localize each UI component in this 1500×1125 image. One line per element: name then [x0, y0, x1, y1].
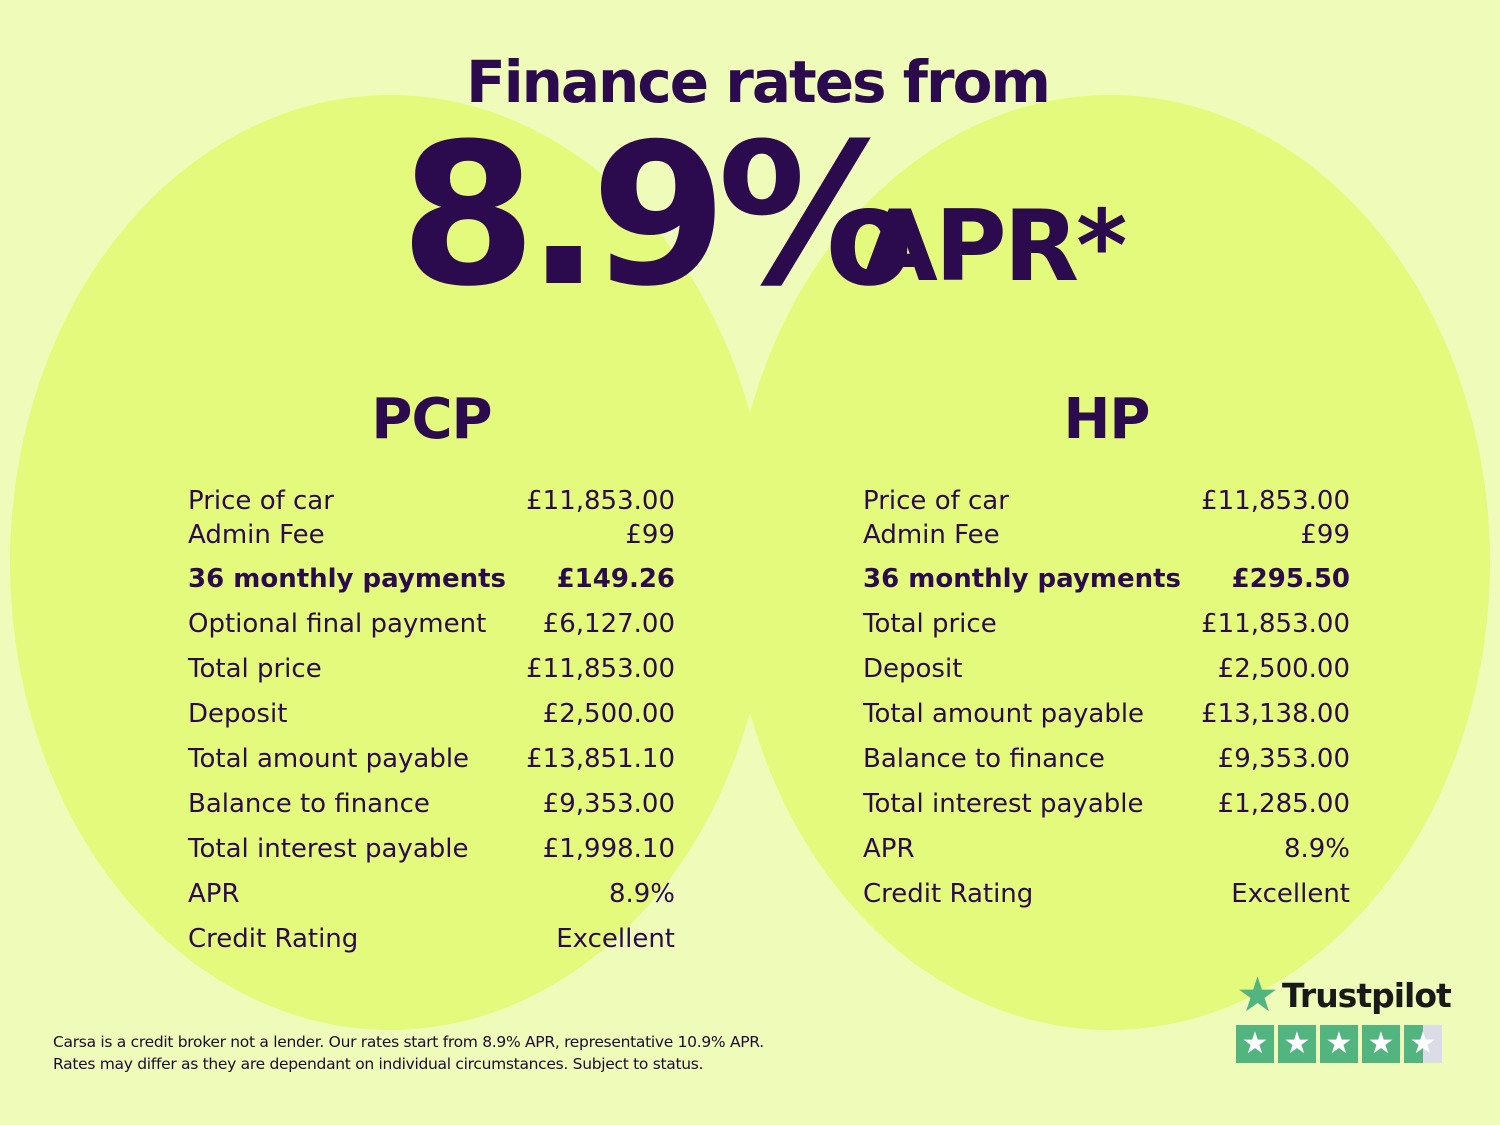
trustpilot-logo: ★ Trustpilot — [1236, 967, 1452, 1023]
hp-heading: HP — [1063, 387, 1151, 452]
row-label: Optional final payment — [188, 609, 487, 639]
row-label: 36 monthly payments — [863, 564, 1181, 594]
row-label: Balance to finance — [188, 789, 430, 819]
table-row: Credit Rating Excellent — [863, 872, 1350, 917]
row-label: Admin Fee — [863, 520, 1000, 550]
row-label: Deposit — [863, 654, 963, 684]
row-value: £6,127.00 — [542, 609, 675, 639]
row-value: £1,285.00 — [1217, 789, 1350, 819]
table-row: Price of car £11,853.00 — [863, 484, 1350, 518]
headline-apr: APR* — [862, 190, 1127, 304]
row-label: Total amount payable — [863, 699, 1145, 729]
background-circle-left — [10, 95, 770, 1030]
table-row: Total interest payable £1,285.00 — [863, 782, 1350, 827]
table-row: 36 monthly payments £295.50 — [863, 557, 1350, 602]
background-circle-right — [730, 95, 1490, 1030]
row-label: APR — [863, 834, 915, 864]
table-row: Total price £11,853.00 — [188, 647, 675, 692]
trustpilot-brand: Trustpilot — [1282, 975, 1452, 1015]
table-row: Credit Rating Excellent — [188, 917, 675, 962]
row-value: £11,853.00 — [1201, 486, 1350, 516]
trustpilot-badge: ★ Trustpilot ★ ★ ★ ★ ★ — [1236, 967, 1452, 1063]
row-value: £99 — [1300, 520, 1350, 550]
pcp-heading: PCP — [371, 387, 492, 452]
row-value: £13,851.10 — [526, 744, 675, 774]
star-icon: ★ — [1236, 1025, 1274, 1063]
table-row: Balance to finance £9,353.00 — [188, 782, 675, 827]
table-row: Balance to finance £9,353.00 — [863, 737, 1350, 782]
star-icon: ★ — [1278, 1025, 1316, 1063]
table-row: Total interest payable £1,998.10 — [188, 827, 675, 872]
row-label: Total interest payable — [863, 789, 1144, 819]
table-row: 36 monthly payments £149.26 — [188, 557, 675, 602]
star-icon: ★ — [1320, 1025, 1358, 1063]
row-value: Excellent — [1231, 879, 1350, 909]
row-label: 36 monthly payments — [188, 564, 506, 594]
table-row: Price of car £11,853.00 — [188, 484, 675, 518]
row-value: £11,853.00 — [526, 654, 675, 684]
row-label: Credit Rating — [863, 879, 1034, 909]
headline-title: Finance rates from — [466, 48, 1051, 116]
row-value: 8.9% — [608, 879, 675, 909]
half-star-icon: ★ — [1404, 1025, 1442, 1063]
row-label: APR — [188, 879, 240, 909]
table-row: Deposit £2,500.00 — [188, 692, 675, 737]
table-row: Total amount payable £13,138.00 — [863, 692, 1350, 737]
table-row: APR 8.9% — [188, 872, 675, 917]
row-value: £11,853.00 — [526, 486, 675, 516]
row-label: Credit Rating — [188, 924, 359, 954]
table-row: Total price £11,853.00 — [863, 602, 1350, 647]
row-value: £11,853.00 — [1201, 609, 1350, 639]
row-label: Total interest payable — [188, 834, 469, 864]
row-value: £9,353.00 — [542, 789, 675, 819]
row-value: £99 — [625, 520, 675, 550]
headline-rate: 8.9% — [400, 102, 914, 330]
row-label: Price of car — [863, 486, 1009, 516]
row-label: Total amount payable — [188, 744, 470, 774]
star-icon: ★ — [1362, 1025, 1400, 1063]
disclaimer: Carsa is a credit broker not a lender. O… — [53, 1031, 764, 1075]
table-row: Total amount payable £13,851.10 — [188, 737, 675, 782]
row-value: £2,500.00 — [542, 699, 675, 729]
row-value: Excellent — [556, 924, 675, 954]
pcp-table: PCP Price of car £11,853.00 Admin Fee £99 36… — [188, 388, 675, 962]
row-value: £295.50 — [1231, 564, 1350, 594]
table-row: Optional final payment £6,127.00 — [188, 602, 675, 647]
row-value: £13,138.00 — [1201, 699, 1350, 729]
table-row: APR 8.9% — [863, 827, 1350, 872]
trustpilot-star-icon: ★ — [1236, 967, 1279, 1023]
disclaimer-line-2: Rates may differ as they are dependant o… — [53, 1055, 704, 1073]
row-label: Deposit — [188, 699, 288, 729]
row-label: Total price — [188, 654, 322, 684]
row-label: Balance to finance — [863, 744, 1105, 774]
row-value: £149.26 — [556, 564, 675, 594]
table-row: Admin Fee £99 — [188, 518, 675, 552]
hp-table: HP Price of car £11,853.00 Admin Fee £99 36 … — [863, 388, 1350, 917]
table-row: Deposit £2,500.00 — [863, 647, 1350, 692]
row-value: 8.9% — [1283, 834, 1350, 864]
row-value: £1,998.10 — [542, 834, 675, 864]
row-value: £2,500.00 — [1217, 654, 1350, 684]
row-label: Price of car — [188, 486, 334, 516]
row-label: Total price — [863, 609, 997, 639]
disclaimer-line-1: Carsa is a credit broker not a lender. O… — [53, 1033, 764, 1051]
row-label: Admin Fee — [188, 520, 325, 550]
rating-stars: ★ ★ ★ ★ ★ — [1236, 1025, 1451, 1063]
table-row: Admin Fee £99 — [863, 518, 1350, 552]
row-value: £9,353.00 — [1217, 744, 1350, 774]
